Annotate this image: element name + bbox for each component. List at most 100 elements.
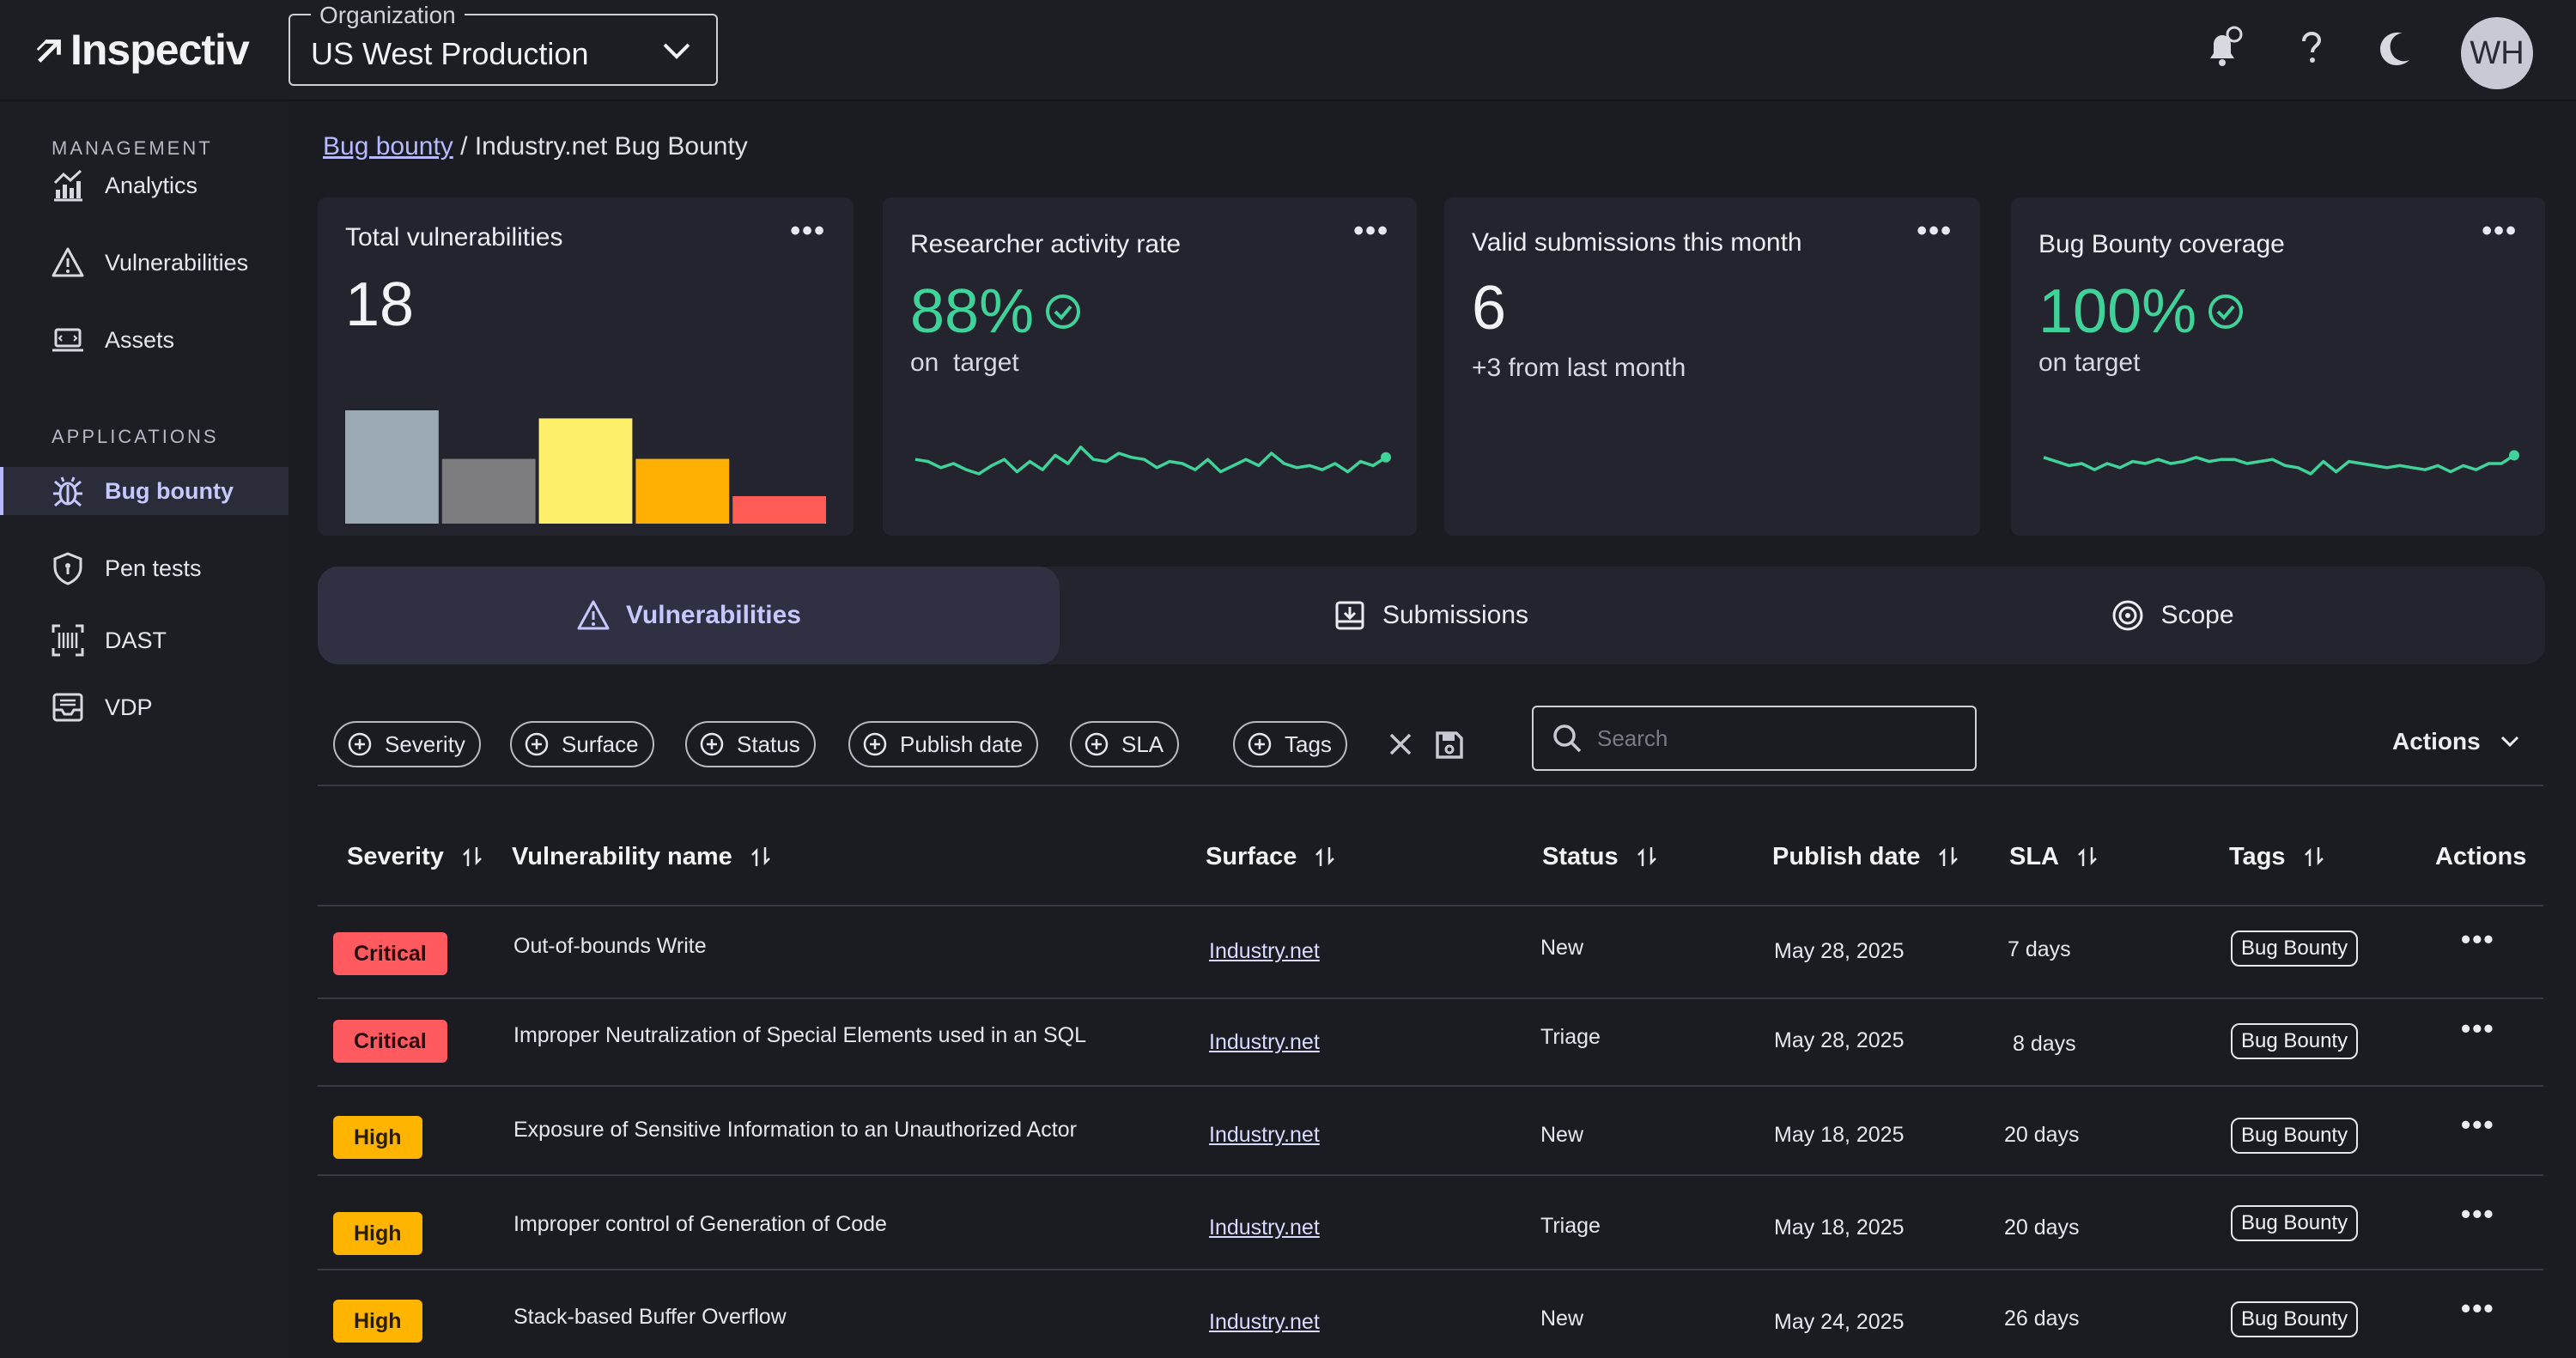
sidebar-item-label: DAST bbox=[105, 627, 167, 653]
organization-label: Organization bbox=[311, 2, 465, 29]
column-header-sla[interactable]: SLA bbox=[2009, 838, 2099, 876]
column-header-status[interactable]: Status bbox=[1542, 838, 1658, 876]
column-header-publish-date[interactable]: Publish date bbox=[1772, 838, 1959, 876]
table-row[interactable]: High Improper control of Generation of C… bbox=[318, 1176, 2543, 1269]
sidebar-item-bug-bounty[interactable]: Bug bounty bbox=[0, 467, 289, 515]
filter-chip-tags[interactable]: Tags bbox=[1233, 721, 1347, 767]
severity-badge: Critical bbox=[333, 1020, 447, 1063]
filter-chip-severity[interactable]: Severity bbox=[333, 721, 481, 767]
column-header-label: Status bbox=[1542, 842, 1619, 870]
tab-scope[interactable]: Scope bbox=[1801, 567, 2543, 664]
theme-toggle-button[interactable] bbox=[2373, 24, 2421, 72]
help-button[interactable] bbox=[2287, 24, 2336, 72]
status-text: Triage bbox=[1540, 1025, 1601, 1049]
sidebar-item-vulnerabilities[interactable]: Vulnerabilities bbox=[0, 239, 289, 287]
row-actions-button[interactable]: ••• bbox=[2461, 1109, 2495, 1140]
severity-bar-chart bbox=[345, 410, 826, 524]
sidebar-item-pen-tests[interactable]: Pen tests bbox=[0, 544, 289, 592]
filter-chip-status[interactable]: Status bbox=[685, 721, 816, 767]
filter-chip-surface[interactable]: Surface bbox=[510, 721, 654, 767]
card-value: 18 bbox=[345, 270, 415, 339]
table-row[interactable]: Critical Improper Neutralization of Spec… bbox=[318, 999, 2543, 1085]
severity-bar bbox=[635, 458, 730, 524]
question-mark-icon bbox=[2302, 31, 2322, 63]
status-text: Triage bbox=[1540, 1214, 1601, 1238]
row-divider bbox=[318, 1174, 2543, 1176]
sidebar-item-assets[interactable]: Assets bbox=[0, 316, 289, 364]
target-icon bbox=[2112, 600, 2143, 631]
column-header-label: Publish date bbox=[1772, 842, 1921, 870]
plus-circle-icon bbox=[1084, 732, 1109, 756]
column-header-vulnerability-name[interactable]: Vulnerability name bbox=[512, 838, 772, 876]
clear-filters-icon[interactable] bbox=[1384, 728, 1417, 761]
sidebar-item-dast[interactable]: DAST bbox=[0, 616, 289, 664]
card-subtitle: on target bbox=[910, 349, 1019, 377]
notifications-button[interactable] bbox=[2198, 24, 2246, 72]
card-total-vulnerabilities: Total vulnerabilities ••• 18 bbox=[318, 197, 854, 536]
card-menu-button[interactable]: ••• bbox=[1353, 215, 1389, 247]
card-bug-bounty-coverage: Bug Bounty coverage ••• 100% on target bbox=[2011, 197, 2545, 536]
table-row[interactable]: Critical Out-of-bounds Write Industry.ne… bbox=[318, 906, 2543, 997]
tab-vulnerabilities[interactable]: Vulnerabilities bbox=[318, 567, 1060, 664]
filter-chip-label: Severity bbox=[385, 731, 465, 757]
user-avatar[interactable]: WH bbox=[2461, 17, 2533, 89]
plus-circle-icon bbox=[700, 732, 724, 756]
vulnerability-name: Improper Neutralization of Special Eleme… bbox=[513, 1023, 1087, 1047]
tab-submissions[interactable]: Submissions bbox=[1060, 567, 1801, 664]
card-menu-button[interactable]: ••• bbox=[1917, 215, 1953, 247]
filter-chip-publish-date[interactable]: Publish date bbox=[848, 721, 1039, 767]
publish-date: May 28, 2025 bbox=[1774, 939, 1905, 963]
card-value: 88% bbox=[910, 277, 1035, 346]
severity-badge: High bbox=[333, 1212, 422, 1255]
surface-link[interactable]: Industry.net bbox=[1209, 1030, 1320, 1054]
shield-icon bbox=[53, 552, 82, 585]
table-row[interactable]: High Exposure of Sensitive Information t… bbox=[318, 1087, 2543, 1174]
column-header-label: Vulnerability name bbox=[512, 842, 732, 870]
search-icon bbox=[1553, 724, 1582, 753]
search-input[interactable] bbox=[1597, 724, 1958, 752]
card-value-row: 100% bbox=[2038, 276, 2245, 347]
organization-value: US West Production bbox=[311, 36, 589, 71]
sla-value: 20 days bbox=[2004, 1123, 2080, 1147]
column-header-tags[interactable]: Tags bbox=[2229, 838, 2325, 876]
filter-chip-label: Publish date bbox=[900, 731, 1024, 757]
save-filters-icon[interactable] bbox=[1432, 728, 1467, 762]
card-menu-button[interactable]: ••• bbox=[790, 215, 826, 247]
sidebar-item-vdp[interactable]: VDP bbox=[0, 683, 289, 731]
row-actions-button[interactable]: ••• bbox=[2461, 1293, 2495, 1324]
status-text: New bbox=[1540, 936, 1584, 960]
organization-select[interactable]: Organization US West Production bbox=[289, 2, 718, 86]
sidebar: MANAGEMENT Analytics Vulnerabilities Ass… bbox=[0, 101, 289, 1358]
card-subtitle: on target bbox=[2038, 349, 2141, 377]
surface-link[interactable]: Industry.net bbox=[1209, 1310, 1320, 1334]
download-tray-icon bbox=[1335, 601, 1364, 630]
sidebar-section-management: MANAGEMENT bbox=[52, 137, 213, 159]
app-logo[interactable]: Inspectiv bbox=[34, 26, 250, 74]
surface-link[interactable]: Industry.net bbox=[1209, 1216, 1320, 1240]
row-actions-button[interactable]: ••• bbox=[2461, 1198, 2495, 1229]
row-actions-button[interactable]: ••• bbox=[2461, 1013, 2495, 1044]
surface-link[interactable]: Industry.net bbox=[1209, 1123, 1320, 1147]
breadcrumb-link-bug-bounty[interactable]: Bug bounty bbox=[323, 132, 453, 161]
top-bar: Inspectiv Organization US West Productio… bbox=[0, 0, 2576, 101]
actions-dropdown[interactable]: Actions bbox=[2392, 723, 2520, 761]
card-menu-button[interactable]: ••• bbox=[2482, 215, 2518, 247]
tab-label: Vulnerabilities bbox=[626, 601, 801, 629]
filter-chip-label: Tags bbox=[1285, 731, 1332, 757]
sidebar-item-label: Pen tests bbox=[105, 555, 202, 581]
tab-label: Submissions bbox=[1382, 601, 1529, 629]
table-row[interactable]: High Stack-based Buffer Overflow Industr… bbox=[318, 1270, 2543, 1358]
card-researcher-activity: Researcher activity rate ••• 88% on targ… bbox=[883, 197, 1417, 536]
column-header-actions: Actions bbox=[2435, 838, 2526, 876]
filter-chip-sla[interactable]: SLA bbox=[1070, 721, 1180, 767]
column-header-surface[interactable]: Surface bbox=[1206, 838, 1336, 876]
row-divider bbox=[318, 1085, 2543, 1087]
sidebar-item-analytics[interactable]: Analytics bbox=[0, 161, 289, 209]
tab-label: Scope bbox=[2160, 601, 2234, 629]
surface-link[interactable]: Industry.net bbox=[1209, 939, 1320, 963]
card-value: 6 bbox=[1472, 274, 1507, 343]
column-header-severity[interactable]: Severity bbox=[347, 838, 483, 876]
row-actions-button[interactable]: ••• bbox=[2461, 924, 2495, 955]
coverage-sparkline bbox=[2043, 450, 2519, 476]
card-subtitle: +3 from last month bbox=[1472, 354, 1686, 382]
